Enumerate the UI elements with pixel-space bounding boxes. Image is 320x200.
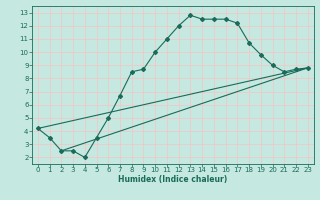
X-axis label: Humidex (Indice chaleur): Humidex (Indice chaleur) (118, 175, 228, 184)
